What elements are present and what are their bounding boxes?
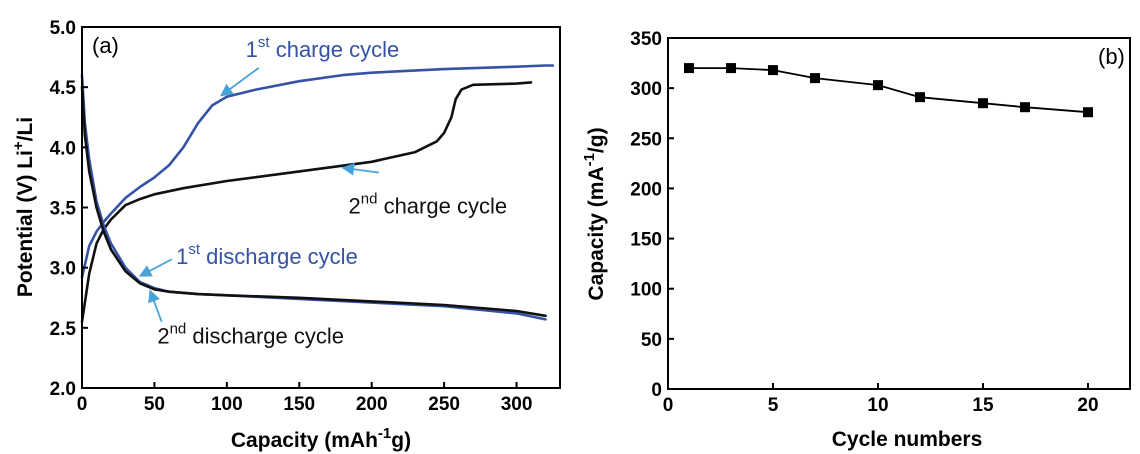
panel-a-x-tick-label: 250 bbox=[428, 394, 460, 415]
panel-a-y-tick-label: 3.0 bbox=[50, 259, 76, 280]
annotation-arrow bbox=[341, 163, 380, 176]
panel-b-plot-frame bbox=[667, 37, 1131, 390]
panel-a-x-tick-label: 50 bbox=[144, 394, 165, 415]
capacity-data-point bbox=[768, 65, 778, 76]
panel-a-tick-layer: 0 50 100 150 200 250 300 2.0 2.5 3.0 3.5 4.0 4.5 5.0 bbox=[50, 18, 533, 415]
capacity-data-point bbox=[915, 92, 925, 103]
panel-a-x-tick-label: 150 bbox=[283, 394, 315, 415]
panel-b-y-axis-title: Capacity (mA-1/g) bbox=[581, 127, 608, 300]
series-cycle2-charge-line bbox=[80, 81, 533, 324]
panel-a-potential-chart: 1st charge cycle 2nd charge cycle 1st disc… bbox=[10, 18, 561, 452]
panel-b-y-tick-label: 300 bbox=[630, 79, 662, 100]
panel-a-y-tick-label: 5.0 bbox=[50, 18, 76, 39]
series-cycle2-discharge-line bbox=[80, 85, 547, 318]
panel-a-y-axis-title: Potential (V) Li+/Li bbox=[10, 117, 37, 297]
panel-b-x-tick-label: 20 bbox=[1077, 395, 1098, 416]
capacity-data-point bbox=[1083, 107, 1093, 118]
panel-a-x-tick-label: 200 bbox=[356, 394, 388, 415]
panel-b-x-axis-title: Cycle numbers bbox=[832, 428, 983, 451]
series-cycle1-charge-line bbox=[80, 64, 555, 279]
annotation-label: 1st discharge cycle bbox=[176, 241, 358, 269]
panel-b-x-tick-label: 10 bbox=[867, 395, 888, 416]
capacity-data-point bbox=[873, 80, 883, 91]
panel-a-y-tick-label: 4.0 bbox=[50, 138, 76, 159]
annotation-label: 2nd charge cycle bbox=[349, 191, 508, 219]
panel-a-x-tick-label: 0 bbox=[77, 394, 88, 415]
panel-a-x-axis-title: Capacity (mAh-1g) bbox=[231, 425, 411, 452]
panel-b-x-tick-label: 5 bbox=[768, 395, 779, 416]
panel-a-arrow-layer bbox=[138, 67, 380, 323]
panel-a-y-tick-label: 2.5 bbox=[50, 319, 77, 340]
panel-a-annotation-layer: 1st charge cycle 2nd charge cycle 1st disc… bbox=[157, 34, 507, 348]
panel-a-y-tick-label: 2.0 bbox=[50, 379, 76, 400]
panel-a-x-tick-label: 100 bbox=[211, 394, 243, 415]
panel-a-y-tick-label: 4.5 bbox=[50, 78, 77, 99]
panel-b-y-tick-label: 150 bbox=[630, 230, 662, 251]
capacity-data-point bbox=[978, 98, 988, 109]
annotation-arrow bbox=[138, 258, 173, 277]
panel-b-y-tick-label: 100 bbox=[630, 280, 662, 301]
annotation-arrow bbox=[220, 67, 260, 97]
panel-b-series-layer bbox=[684, 63, 1093, 118]
capacity-data-point bbox=[810, 73, 820, 84]
panel-a-x-tick-label: 300 bbox=[501, 394, 533, 415]
annotation-label: 1st charge cycle bbox=[246, 34, 400, 62]
panel-b-y-tick-label: 0 bbox=[651, 380, 662, 401]
panel-a-series-layer bbox=[80, 64, 555, 324]
annotation-label: 2nd discharge cycle bbox=[157, 320, 344, 348]
panel-b-x-tick-label: 15 bbox=[972, 395, 994, 416]
annotation-arrow bbox=[148, 289, 163, 323]
panel-b-label: (b) bbox=[1098, 44, 1125, 69]
capacity-data-point bbox=[1020, 102, 1030, 113]
panel-a-label: (a) bbox=[92, 33, 119, 58]
capacity-data-point bbox=[726, 63, 736, 74]
panel-b-y-tick-label: 50 bbox=[641, 330, 662, 351]
panel-b-y-tick-label: 250 bbox=[630, 129, 662, 150]
panel-a-y-tick-label: 3.5 bbox=[50, 199, 77, 220]
panel-b-y-tick-label: 200 bbox=[630, 179, 662, 200]
capacity-data-point bbox=[684, 63, 694, 74]
panel-b-y-tick-label: 350 bbox=[630, 29, 662, 50]
panel-b-x-tick-label: 0 bbox=[663, 395, 674, 416]
